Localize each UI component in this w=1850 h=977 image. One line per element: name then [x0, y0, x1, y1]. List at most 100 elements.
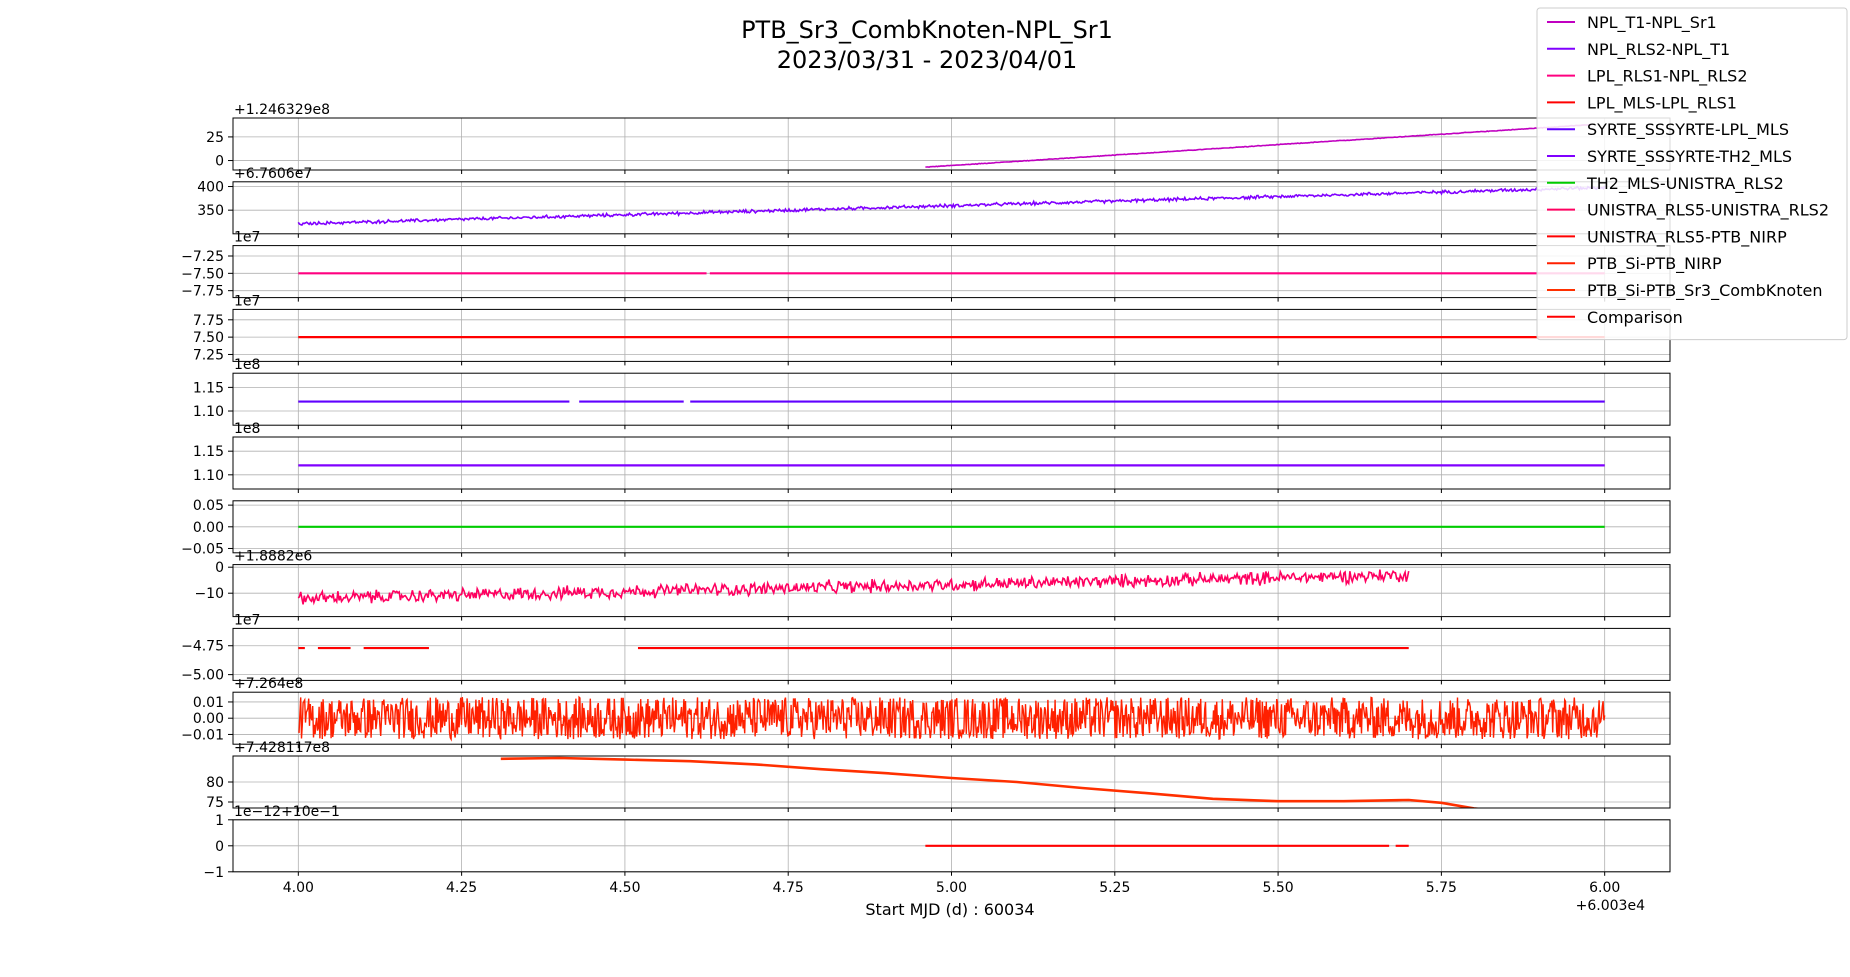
- panel-7: −0.05 0.00 0.05: [181, 498, 1671, 557]
- legend-label: SYRTE_SSSYRTE-TH2_MLS: [1587, 147, 1792, 167]
- legend-label: PTB_Si-PTB_NIRP: [1587, 254, 1722, 274]
- legend-entry: LPL_RLS1-NPL_RLS2: [1547, 67, 1748, 87]
- legend-box: [1536, 7, 1848, 341]
- x-axis-label: Start MJD (d) : 60034: [865, 900, 1034, 919]
- series-PTB_Si-PTB_NIRP: [297, 695, 1606, 742]
- y-tick-label: −10: [194, 586, 224, 602]
- y-tick-label: 1.10: [193, 404, 224, 420]
- panel-9: −5.00 −4.75 1e7: [181, 612, 1671, 685]
- x-tick-label: 4.00: [283, 880, 314, 896]
- panel-offset-label: +1.246329e8: [234, 102, 330, 118]
- y-tick-label: 0.00: [193, 520, 224, 536]
- series-trace: [925, 123, 1592, 169]
- x-tick-label: 5.00: [936, 880, 967, 896]
- y-tick-label: 0.00: [193, 711, 224, 727]
- panel-offset-label: 1e8: [234, 357, 260, 373]
- legend-label: NPL_RLS2-NPL_T1: [1587, 40, 1730, 60]
- series-trace: [297, 568, 1410, 606]
- x-tick-label: 5.50: [1263, 880, 1294, 896]
- y-tick-label: 1: [215, 813, 224, 829]
- panel-offset-label: 1e−12+10e−1: [234, 804, 340, 820]
- legend-label: NPL_T1-NPL_Sr1: [1587, 13, 1717, 33]
- y-tick-label: 0.05: [193, 498, 224, 514]
- y-tick-label: −1: [203, 865, 224, 881]
- panel-offset-label: +7.264e8: [234, 676, 303, 692]
- panel-offset-label: +1.8882e6: [234, 549, 312, 565]
- series-UNISTRA_RLS5-UNISTRA_RLS2: [297, 568, 1410, 606]
- y-tick-label: 0: [215, 154, 224, 170]
- panel-11: 75 80 +7.428117e8: [206, 740, 1671, 812]
- y-tick-label: 80: [206, 775, 224, 791]
- legend-label: LPL_RLS1-NPL_RLS2: [1587, 67, 1748, 87]
- y-tick-label: 350: [197, 203, 224, 219]
- panel-10: −0.010.000.01 +7.264e8: [181, 676, 1671, 749]
- x-tick-label: 5.25: [1099, 880, 1130, 896]
- x-tick-label: 4.25: [446, 880, 477, 896]
- y-tick-label: 25: [206, 130, 224, 146]
- x-offset-label: +6.003e4: [1576, 898, 1645, 914]
- y-tick-label: 0: [215, 560, 224, 576]
- y-tick-label: 1.10: [193, 468, 224, 484]
- panel-offset-label: 1e7: [234, 230, 260, 246]
- y-tick-label: 0: [215, 839, 224, 855]
- x-tick-label: 4.75: [773, 880, 804, 896]
- y-tick-label: −7.75: [181, 284, 224, 300]
- legend-entry: NPL_RLS2-NPL_T1: [1547, 40, 1730, 60]
- panel-5: 1.10 1.15 1e8: [193, 357, 1671, 430]
- y-tick-label: 75: [206, 795, 224, 811]
- y-tick-label: −0.05: [181, 541, 224, 557]
- legend-label: UNISTRA_RLS5-PTB_NIRP: [1587, 227, 1787, 247]
- panel-offset-label: 1e7: [234, 612, 260, 628]
- y-tick-label: −5.00: [181, 668, 224, 684]
- legend-entry: PTB_Si-PTB_NIRP: [1547, 254, 1722, 274]
- legend-entry: SYRTE_SSSYRTE-TH2_MLS: [1547, 147, 1792, 167]
- panel-2: 350 400 +6.7606e7: [197, 166, 1671, 238]
- legend-entry: TH2_MLS-UNISTRA_RLS2: [1547, 174, 1784, 194]
- series-trace: [500, 756, 1484, 808]
- series-trace: [297, 185, 1606, 226]
- legend-label: SYRTE_SSSYRTE-LPL_MLS: [1587, 120, 1789, 140]
- panel-offset-label: +6.7606e7: [234, 166, 312, 182]
- panel-8: −10 0 +1.8882e6: [194, 549, 1671, 621]
- legend-entry: UNISTRA_RLS5-PTB_NIRP: [1547, 227, 1787, 247]
- legend-entry: UNISTRA_RLS5-UNISTRA_RLS2: [1547, 201, 1829, 221]
- legend-entry: SYRTE_SSSYRTE-LPL_MLS: [1547, 120, 1789, 140]
- legend-label: LPL_MLS-LPL_RLS1: [1587, 93, 1737, 113]
- y-tick-label: −0.01: [181, 727, 224, 743]
- y-tick-label: −7.50: [181, 266, 224, 282]
- series-NPL_RLS2-NPL_T1: [297, 185, 1606, 226]
- y-tick-label: 7.50: [193, 330, 224, 346]
- x-tick-label: 6.00: [1589, 880, 1620, 896]
- panel-3: −7.75 −7.50−7.25 1e7: [181, 230, 1671, 302]
- legend-label: TH2_MLS-UNISTRA_RLS2: [1586, 174, 1784, 194]
- y-tick-label: 1.15: [193, 380, 224, 396]
- y-tick-label: 0.01: [193, 695, 224, 711]
- y-tick-label: 1.15: [193, 444, 224, 460]
- legend-label: PTB_Si-PTB_Sr3_CombKnoten: [1587, 281, 1822, 301]
- panel-offset-label: 1e7: [234, 293, 260, 309]
- y-tick-label: 7.75: [193, 313, 224, 329]
- legend: NPL_T1-NPL_Sr1 NPL_RLS2-NPL_T1 LPL_RLS1-NP…: [1536, 7, 1848, 341]
- chart-title-line-1: PTB_Sr3_CombKnoten-NPL_Sr1: [741, 16, 1113, 44]
- legend-entry: Comparison: [1547, 308, 1683, 327]
- y-tick-label: −7.25: [181, 249, 224, 265]
- legend-label: Comparison: [1587, 308, 1683, 327]
- panel-offset-label: +7.428117e8: [234, 740, 330, 756]
- panel-1: 0 25 +1.246329e8: [206, 102, 1671, 174]
- legend-entry: LPL_MLS-LPL_RLS1: [1547, 93, 1737, 113]
- series-PTB_Si-PTB_Sr3_CombKnoten: [500, 756, 1484, 808]
- x-tick-label: 5.75: [1426, 880, 1457, 896]
- legend-entry: PTB_Si-PTB_Sr3_CombKnoten: [1547, 281, 1822, 301]
- panel-6: 1.10 1.15 1e8: [193, 421, 1671, 493]
- legend-label: UNISTRA_RLS5-UNISTRA_RLS2: [1587, 201, 1829, 221]
- series-trace: [297, 695, 1606, 742]
- panel-offset-label: 1e8: [234, 421, 260, 437]
- chart-title-line-2: 2023/03/31 - 2023/04/01: [777, 46, 1078, 74]
- panel-12: −1 0 1 1e−12+10e−1 4.00 4.25 4.50 4.75 5.00 5.25 5…: [203, 804, 1671, 896]
- series-NPL_T1-NPL_Sr1: [925, 123, 1592, 169]
- y-tick-label: 400: [197, 180, 224, 196]
- panel-4: 7.257.507.75 1e7: [193, 293, 1671, 366]
- legend-entry: NPL_T1-NPL_Sr1: [1547, 13, 1717, 33]
